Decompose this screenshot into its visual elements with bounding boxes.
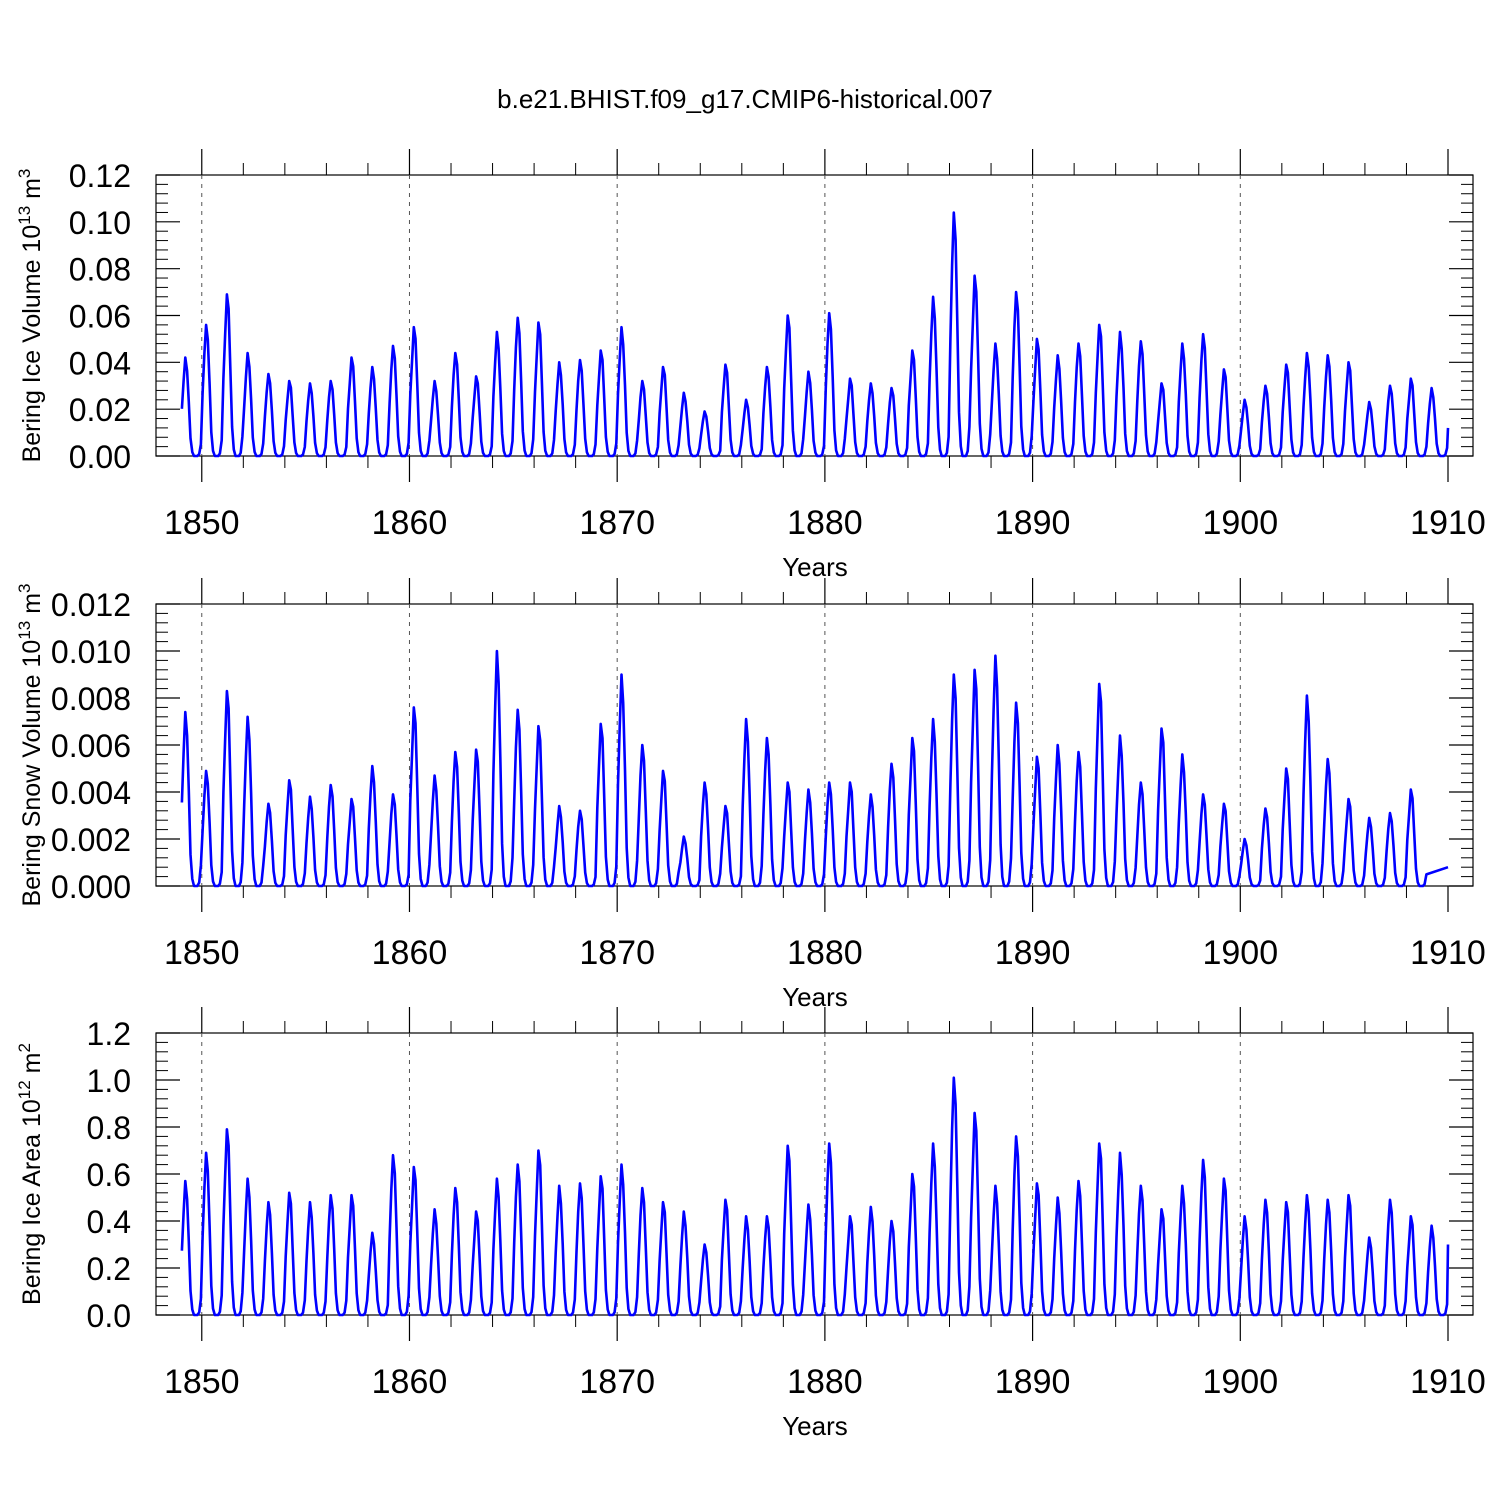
y-axis-label: Bering Snow Volume 1013 m3 — [15, 583, 46, 906]
y-tick-label: 0.004 — [51, 775, 131, 811]
plot-frame — [155, 1032, 1474, 1316]
x-tick-label: 1850 — [164, 934, 240, 972]
panel-ice-volume: 1850 1860 1870 1880 1890 1900 1910 0.00 0.02 0.04… — [15, 149, 1486, 582]
y-tick-label: 0.12 — [69, 158, 131, 194]
y-tick-label: 0.4 — [87, 1204, 131, 1240]
x-tick-label: 1860 — [372, 934, 448, 972]
x-tick-label: 1870 — [579, 934, 655, 972]
y-tick-label: 0.6 — [87, 1157, 131, 1193]
x-tick-label: 1880 — [787, 1363, 863, 1401]
x-tick-label: 1910 — [1410, 934, 1486, 972]
x-tick-label: 1850 — [164, 504, 240, 542]
y-tick-label: 0.08 — [69, 252, 131, 288]
x-axis-label: Years — [782, 982, 848, 1012]
x-tick-label: 1860 — [372, 1363, 448, 1401]
y-tick-label: 0.0 — [87, 1298, 131, 1334]
x-tick-label: 1900 — [1202, 934, 1278, 972]
y-tick-label: 0.04 — [69, 345, 131, 381]
x-tick-label: 1880 — [787, 504, 863, 542]
y-tick-label: 0.2 — [87, 1251, 131, 1287]
series-line — [180, 1076, 1450, 1317]
panel-ice-area: 1850 1860 1870 1880 1890 1900 1910 0.0 0.2 0.4 0.6… — [15, 1007, 1486, 1441]
plot-frame — [155, 174, 1474, 457]
x-tick-label: 1850 — [164, 1363, 240, 1401]
y-tick-label: 0.006 — [51, 728, 131, 764]
x-axis-label: Years — [782, 1411, 848, 1441]
y-tick-label: 0.002 — [51, 822, 131, 858]
y-tick-label: 1.2 — [87, 1016, 131, 1052]
plot-frame — [155, 603, 1474, 887]
x-tick-label: 1900 — [1202, 1363, 1278, 1401]
y-tick-label: 1.0 — [87, 1063, 131, 1099]
x-tick-label: 1910 — [1410, 1363, 1486, 1401]
chart-title: b.e21.BHIST.f09_g17.CMIP6-historical.007 — [497, 84, 993, 114]
series-line — [180, 211, 1450, 458]
x-axis-label: Years — [782, 552, 848, 582]
x-tick-label: 1890 — [995, 1363, 1071, 1401]
x-tick-label: 1890 — [995, 504, 1071, 542]
x-tick-label: 1880 — [787, 934, 863, 972]
y-tick-label: 0.06 — [69, 299, 131, 335]
x-tick-label: 1910 — [1410, 504, 1486, 542]
y-tick-label: 0.8 — [87, 1110, 131, 1146]
x-tick-label: 1900 — [1202, 504, 1278, 542]
y-tick-label: 0.008 — [51, 681, 131, 717]
y-tick-label: 0.010 — [51, 634, 131, 670]
y-axis-label: Bering Ice Volume 1013 m3 — [15, 169, 46, 463]
x-tick-label: 1870 — [579, 504, 655, 542]
y-tick-label: 0.10 — [69, 205, 131, 241]
x-tick-label: 1890 — [995, 934, 1071, 972]
y-tick-label: 0.00 — [69, 439, 131, 475]
y-tick-label: 0.000 — [51, 869, 131, 905]
y-axis-label: Bering Ice Area 1012 m2 — [15, 1043, 46, 1305]
y-tick-label: 0.012 — [51, 587, 131, 623]
y-tick-label: 0.02 — [69, 392, 131, 428]
x-tick-label: 1870 — [579, 1363, 655, 1401]
series-line — [180, 649, 1449, 888]
x-tick-label: 1860 — [372, 504, 448, 542]
panel-snow-volume: 1850 1860 1870 1880 1890 1900 1910 0.000 0.002 0.… — [15, 578, 1486, 1012]
